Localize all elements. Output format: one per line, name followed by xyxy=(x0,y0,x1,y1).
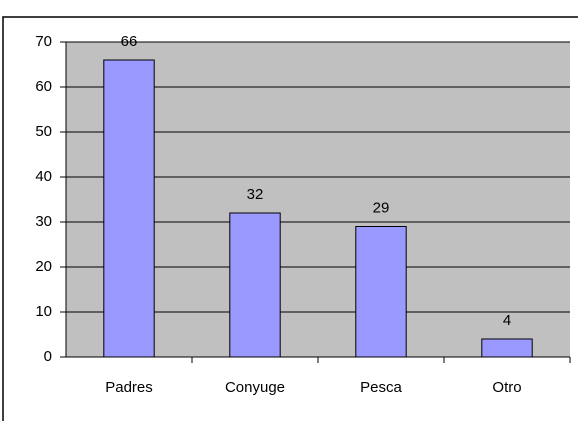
y-tick-label: 50 xyxy=(35,123,52,140)
x-tick-label: Otro xyxy=(492,379,521,396)
bar xyxy=(103,59,155,358)
y-tick-label: 30 xyxy=(35,213,52,230)
bar xyxy=(355,226,407,358)
bar xyxy=(229,212,281,358)
data-label: 4 xyxy=(503,312,511,329)
x-tick-label: Conyuge xyxy=(225,379,285,396)
bar xyxy=(481,338,533,358)
y-tick-label: 40 xyxy=(35,168,52,185)
y-tick-label: 60 xyxy=(35,78,52,95)
data-label: 29 xyxy=(373,199,390,216)
data-label: 66 xyxy=(121,33,138,50)
data-label: 32 xyxy=(247,186,264,203)
y-tick-label: 20 xyxy=(35,258,52,275)
x-tick-label: Padres xyxy=(105,379,153,396)
x-tick-label: Pesca xyxy=(360,379,402,396)
y-tick-label: 0 xyxy=(44,348,52,365)
y-tick-label: 70 xyxy=(35,33,52,50)
y-tick-label: 10 xyxy=(35,303,52,320)
